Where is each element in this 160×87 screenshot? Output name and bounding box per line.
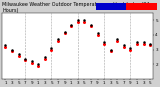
Text: Milwaukee Weather Outdoor Temperature vs Heat Index (24 Hours): Milwaukee Weather Outdoor Temperature vs… — [2, 2, 150, 13]
